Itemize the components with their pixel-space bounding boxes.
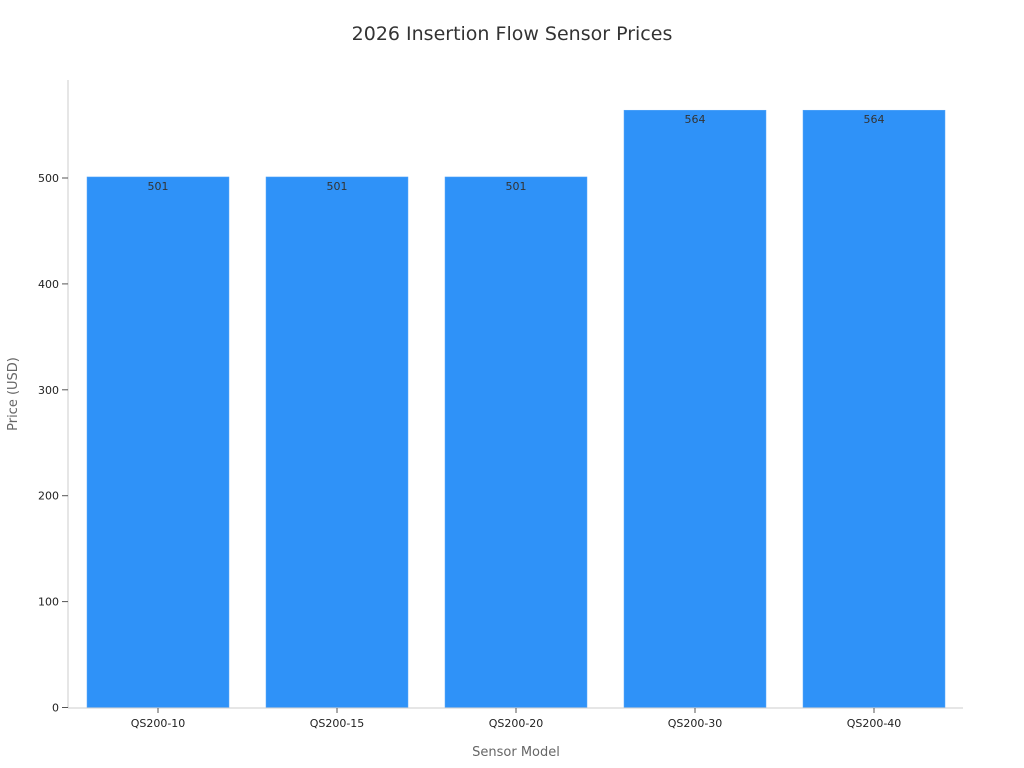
x-tick-label: QS200-30 bbox=[668, 717, 723, 730]
x-tick-label: QS200-10 bbox=[131, 717, 186, 730]
data-label: 501 bbox=[506, 180, 527, 193]
data-label: 564 bbox=[864, 113, 885, 126]
chart-title: 2026 Insertion Flow Sensor Prices bbox=[352, 23, 673, 45]
y-tick-label: 400 bbox=[38, 278, 59, 291]
data-label: 501 bbox=[327, 180, 348, 193]
x-tick-label: QS200-15 bbox=[310, 717, 365, 730]
y-tick-label: 200 bbox=[38, 490, 59, 503]
y-tick-label: 300 bbox=[38, 384, 59, 397]
y-axis-label: Price (USD) bbox=[6, 357, 21, 431]
y-tick-label: 100 bbox=[38, 596, 59, 609]
data-label: 564 bbox=[685, 113, 706, 126]
bar-QS200-20 bbox=[444, 176, 588, 708]
bar-QS200-10 bbox=[86, 176, 230, 708]
bar-QS200-40 bbox=[802, 109, 946, 708]
y-tick-label: 0 bbox=[52, 702, 59, 715]
x-axis-label: Sensor Model bbox=[472, 745, 560, 760]
bar-QS200-15 bbox=[265, 176, 409, 708]
x-tick-label: QS200-20 bbox=[489, 717, 544, 730]
data-label: 501 bbox=[148, 180, 169, 193]
bar-QS200-30 bbox=[623, 109, 767, 708]
x-tick-label: QS200-40 bbox=[847, 717, 902, 730]
y-tick-label: 500 bbox=[38, 172, 59, 185]
